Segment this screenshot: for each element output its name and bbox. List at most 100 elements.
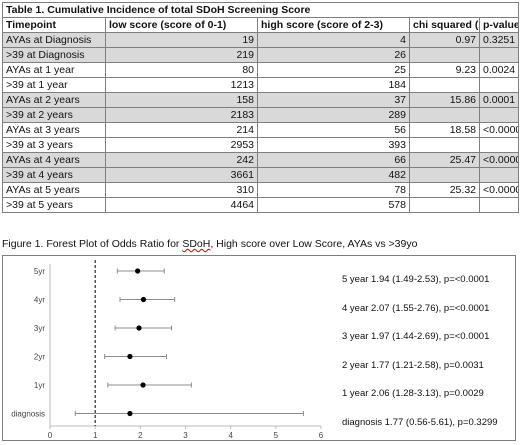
table-row: AYAs at 1 year 80 25 9.23 0.0024 [2,62,520,78]
p-value-cell [478,197,520,213]
chi-squared-cell [409,167,480,183]
high-score-cell: 25 [257,62,410,78]
header-timepoint: Timepoint [2,17,106,33]
x-tick-label: 5 [274,431,279,440]
high-score-cell: 56 [257,122,410,138]
chi-squared-cell: 15.86 [409,92,480,108]
table-row: >39 at 3 years 2953 393 [2,137,520,153]
p-value-cell [478,137,520,153]
timepoint-cell: AYAs at 4 years [2,152,106,168]
odds-ratio-annotation: 4 year 2.07 (1.55-2.76), p=<0.0001 [342,302,490,314]
x-tick-label: 0 [48,431,53,440]
low-score-cell: 19 [105,32,258,48]
header-p-value: p-value [478,17,520,33]
timepoint-cell: AYAs at 3 years [2,122,106,138]
caption-sdoh: SDoH [182,238,211,250]
low-score-cell: 158 [105,92,258,108]
low-score-cell: 2953 [105,137,258,153]
timepoint-cell: >39 at 2 years [2,107,106,123]
table-title: Table 1. Cumulative Incidence of total S… [1,2,520,18]
chi-squared-cell: 25.32 [409,182,480,198]
low-score-cell: 3661 [105,167,258,183]
header-high-score: high score (score of 2-3) [257,17,410,33]
odds-ratio-annotation: 5 year 1.94 (1.49-2.53), p=<0.0001 [342,274,490,285]
x-tick-label: 6 [319,431,324,440]
x-tick-label: 3 [183,431,188,440]
table-row: >39 at 4 years 3661 482 [2,167,520,183]
y-category-label: 2yr [34,353,45,362]
caption-text-start: Figure 1. Forest Plot of Odds Ratio for [2,238,183,250]
odds-ratio-point [135,268,141,274]
chi-squared-cell: 0.97 [409,32,480,48]
p-value-cell [478,77,520,93]
p-value-cell [478,47,520,63]
p-value-cell: <0.00001 [478,182,520,198]
high-score-cell: 578 [257,197,410,213]
timepoint-cell: AYAs at 2 years [2,92,106,108]
forest-plot-figure: 0 1 2 3 4 5 6 5yr 4yr 3yr 2yr 1yr diagnosis 5 year 1… [2,255,516,441]
p-value-cell: 0.0024 [478,62,520,78]
y-category-label: 4yr [34,296,45,305]
low-score-cell: 1213 [105,77,258,93]
p-value-cell [478,107,520,123]
odds-ratio-annotation: 2 year 1.77 (1.21-2.58), p=0.0031 [342,359,484,371]
chi-squared-cell: 9.23 [409,62,480,78]
timepoint-cell: >39 at 4 years [2,167,106,183]
chi-squared-cell: 25.47 [409,152,480,168]
timepoint-cell: AYAs at 1 year [2,62,106,78]
odds-ratio-point [140,296,147,303]
odds-ratio-annotation: diagnosis 1.77 (0.56-5.61), p=0.3299 [342,416,498,428]
p-value-cell: 0.3251 [478,32,520,48]
high-score-cell: 26 [257,47,410,63]
low-score-cell: 310 [105,182,258,198]
figure-caption: Figure 1. Forest Plot of Odds Ratio for … [2,238,417,250]
table-title-row: Table 1. Cumulative Incidence of total S… [1,2,520,18]
table-row: >39 at 5 years 4464 578 [2,197,520,213]
high-score-cell: 482 [257,167,410,183]
y-category-label: 3yr [34,324,45,333]
chi-squared-cell [409,107,480,123]
sdoh-table: Table 1. Cumulative Incidence of total S… [1,2,520,213]
x-tick-label: 4 [228,431,233,440]
table-row: AYAs at 2 years 158 37 15.86 0.0001 [2,92,520,108]
p-value-cell [478,167,520,183]
high-score-cell: 4 [257,32,410,48]
table-row: >39 at Diagnosis 219 26 [2,47,520,63]
header-low-score: low score (score of 0-1) [105,17,258,33]
y-category-label: 5yr [34,267,45,276]
odds-ratio-point [127,410,133,417]
forest-plot: 0 1 2 3 4 5 6 5yr 4yr 3yr 2yr 1yr diagnosis [11,260,324,440]
odds-ratio-point [140,382,146,388]
high-score-cell: 184 [257,77,410,93]
p-value-cell: <0.00001 [478,152,520,168]
caption-text-end: , High score over Low Score, AYAs vs >39… [210,238,418,250]
chi-squared-cell [409,77,480,93]
odds-ratio-annotation: 1 year 2.06 (1.28-3.13), p=0.0029 [342,388,484,399]
header-chi-squared: chi squared (x2) [409,17,480,33]
p-value-cell: 0.0001 [478,92,520,108]
low-score-cell: 4464 [105,197,258,213]
chi-squared-cell [409,137,480,153]
high-score-cell: 289 [257,107,410,123]
high-score-cell: 66 [257,152,410,168]
high-score-cell: 37 [257,92,410,108]
p-value-cell: <0.00001 [478,122,520,138]
low-score-cell: 2183 [105,107,258,123]
odds-ratio-point [127,353,133,360]
chi-squared-cell [409,197,480,213]
timepoint-cell: >39 at 3 years [2,137,106,153]
timepoint-cell: >39 at Diagnosis [2,47,106,63]
low-score-cell: 242 [105,152,258,168]
chi-squared-cell: 18.58 [409,122,480,138]
odds-ratio-annotation: 3 year 1.97 (1.44-2.69), p=<0.0001 [342,331,490,342]
high-score-cell: 78 [257,182,410,198]
y-category-label: diagnosis [11,410,45,419]
high-score-cell: 393 [257,137,410,153]
timepoint-cell: >39 at 1 year [2,77,106,93]
chi-squared-cell [409,47,480,63]
table-header-row: Timepoint low score (score of 0-1) high … [2,17,520,33]
x-tick-label: 2 [138,431,143,440]
